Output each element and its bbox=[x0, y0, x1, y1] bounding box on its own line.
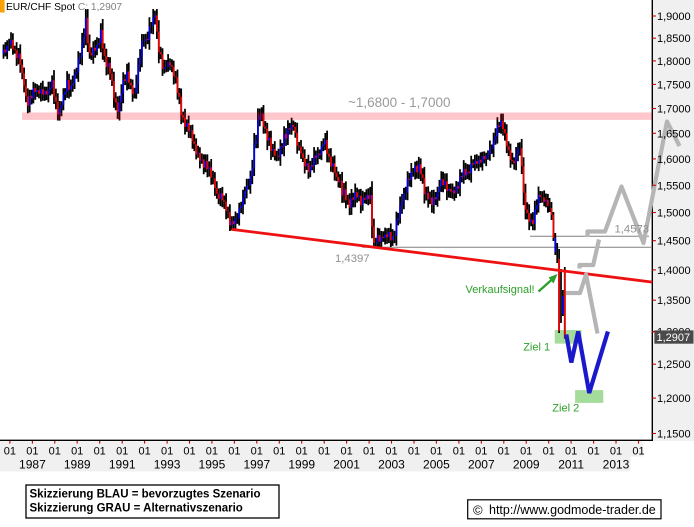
svg-text:1,2907: 1,2907 bbox=[657, 332, 691, 344]
svg-text:01: 01 bbox=[587, 446, 599, 458]
svg-text:Ziel 2: Ziel 2 bbox=[552, 403, 579, 415]
svg-text:01: 01 bbox=[543, 446, 555, 458]
svg-text:01: 01 bbox=[475, 446, 487, 458]
svg-text:Skizzierung BLAU = bevorzugtes: Skizzierung BLAU = bevorzugtes Szenario bbox=[30, 489, 261, 501]
svg-text:1,1500: 1,1500 bbox=[657, 429, 691, 441]
svg-text:1,5000: 1,5000 bbox=[657, 208, 691, 220]
svg-text:1,6000: 1,6000 bbox=[657, 154, 691, 166]
svg-text:1991: 1991 bbox=[109, 458, 136, 472]
svg-text:1,2000: 1,2000 bbox=[657, 393, 691, 405]
svg-text:01: 01 bbox=[273, 446, 285, 458]
svg-text:EUR/CHF Spot C: 1,2907: EUR/CHF Spot C: 1,2907 bbox=[6, 2, 122, 13]
svg-text:01: 01 bbox=[408, 446, 420, 458]
svg-text:~1,6800 - 1,7000: ~1,6800 - 1,7000 bbox=[348, 95, 450, 110]
svg-text:1,4000: 1,4000 bbox=[657, 265, 691, 277]
svg-text:2009: 2009 bbox=[513, 458, 540, 472]
svg-text:01: 01 bbox=[340, 446, 352, 458]
svg-text:2011: 2011 bbox=[558, 458, 584, 472]
svg-text:01: 01 bbox=[498, 446, 510, 458]
svg-text:01: 01 bbox=[385, 446, 397, 458]
svg-text:01: 01 bbox=[116, 446, 128, 458]
svg-text:1995: 1995 bbox=[199, 458, 226, 472]
svg-text:01: 01 bbox=[296, 446, 308, 458]
svg-text:1987: 1987 bbox=[19, 458, 46, 472]
svg-text:2013: 2013 bbox=[603, 458, 630, 472]
svg-text:1,2500: 1,2500 bbox=[657, 359, 691, 371]
svg-text:01: 01 bbox=[632, 446, 644, 458]
svg-text:Skizzierung GRAU = Alternativs: Skizzierung GRAU = Alternativszenario bbox=[30, 503, 243, 515]
svg-text:01: 01 bbox=[183, 446, 195, 458]
svg-text:01: 01 bbox=[138, 446, 150, 458]
svg-text:1,6500: 1,6500 bbox=[657, 128, 691, 140]
svg-text:Ziel 1: Ziel 1 bbox=[523, 342, 550, 354]
svg-text:1999: 1999 bbox=[288, 458, 315, 472]
svg-text:01: 01 bbox=[318, 446, 330, 458]
svg-text:Verkaufsignal!: Verkaufsignal! bbox=[466, 284, 535, 296]
svg-text:01: 01 bbox=[610, 446, 622, 458]
svg-text:1,7500: 1,7500 bbox=[657, 79, 691, 91]
svg-text:1,8000: 1,8000 bbox=[657, 56, 691, 68]
svg-text:1989: 1989 bbox=[64, 458, 91, 472]
svg-text:01: 01 bbox=[4, 446, 16, 458]
svg-text:01: 01 bbox=[228, 446, 240, 458]
svg-text:2001: 2001 bbox=[333, 458, 360, 472]
svg-text:2005: 2005 bbox=[423, 458, 450, 472]
svg-text:01: 01 bbox=[520, 446, 532, 458]
svg-text:http://www.godmode-trader.de: http://www.godmode-trader.de bbox=[489, 503, 656, 517]
svg-text:©: © bbox=[473, 503, 483, 518]
svg-text:01: 01 bbox=[49, 446, 61, 458]
svg-text:1,9000: 1,9000 bbox=[657, 11, 691, 23]
svg-text:01: 01 bbox=[453, 446, 465, 458]
svg-text:1,7000: 1,7000 bbox=[657, 104, 691, 116]
svg-text:1,5500: 1,5500 bbox=[657, 180, 691, 192]
svg-text:01: 01 bbox=[363, 446, 375, 458]
svg-text:1,4500: 1,4500 bbox=[657, 236, 691, 248]
svg-text:2003: 2003 bbox=[378, 458, 405, 472]
svg-text:01: 01 bbox=[251, 446, 263, 458]
svg-text:01: 01 bbox=[161, 446, 173, 458]
svg-text:01: 01 bbox=[26, 446, 38, 458]
svg-text:2007: 2007 bbox=[468, 458, 495, 472]
svg-text:01: 01 bbox=[565, 446, 577, 458]
svg-text:1,8500: 1,8500 bbox=[657, 33, 691, 45]
svg-text:01: 01 bbox=[94, 446, 106, 458]
svg-text:1,4397: 1,4397 bbox=[335, 253, 370, 265]
svg-text:01: 01 bbox=[71, 446, 83, 458]
svg-text:1,3500: 1,3500 bbox=[657, 295, 691, 307]
svg-text:01: 01 bbox=[430, 446, 442, 458]
svg-text:1993: 1993 bbox=[154, 458, 181, 472]
svg-text:1,4573: 1,4573 bbox=[615, 224, 650, 236]
svg-text:1997: 1997 bbox=[243, 458, 270, 472]
svg-text:01: 01 bbox=[206, 446, 218, 458]
